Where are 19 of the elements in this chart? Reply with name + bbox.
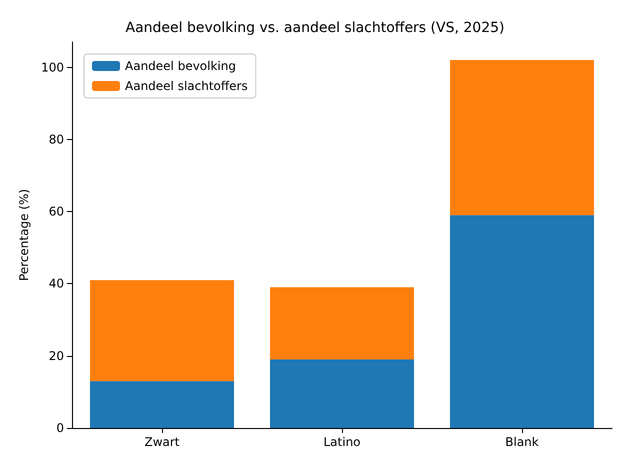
bar (90, 280, 234, 382)
legend-label: Aandeel slachtoffers (125, 79, 248, 93)
bar (270, 359, 414, 428)
y-tick-label: 60 (48, 204, 64, 219)
chart-title: Aandeel bevolking vs. aandeel slachtoffers (VS, 2025) (126, 20, 504, 36)
bar (90, 381, 234, 428)
y-tick-label: 20 (48, 348, 64, 363)
bar (450, 215, 594, 428)
bar (450, 60, 594, 216)
x-tick-label: Blank (505, 435, 539, 449)
y-axis-title: Percentage (%) (17, 188, 32, 282)
y-tick-label: 0 (56, 421, 64, 435)
legend-label: Aandeel bevolking (125, 59, 236, 73)
x-tick-label: Latino (323, 435, 361, 449)
x-tick-label: Zwart (144, 435, 180, 449)
y-tick-label: 80 (48, 132, 64, 146)
y-tick-label: 40 (48, 276, 64, 291)
bar (270, 287, 414, 360)
y-tick-label: 100 (41, 60, 64, 74)
